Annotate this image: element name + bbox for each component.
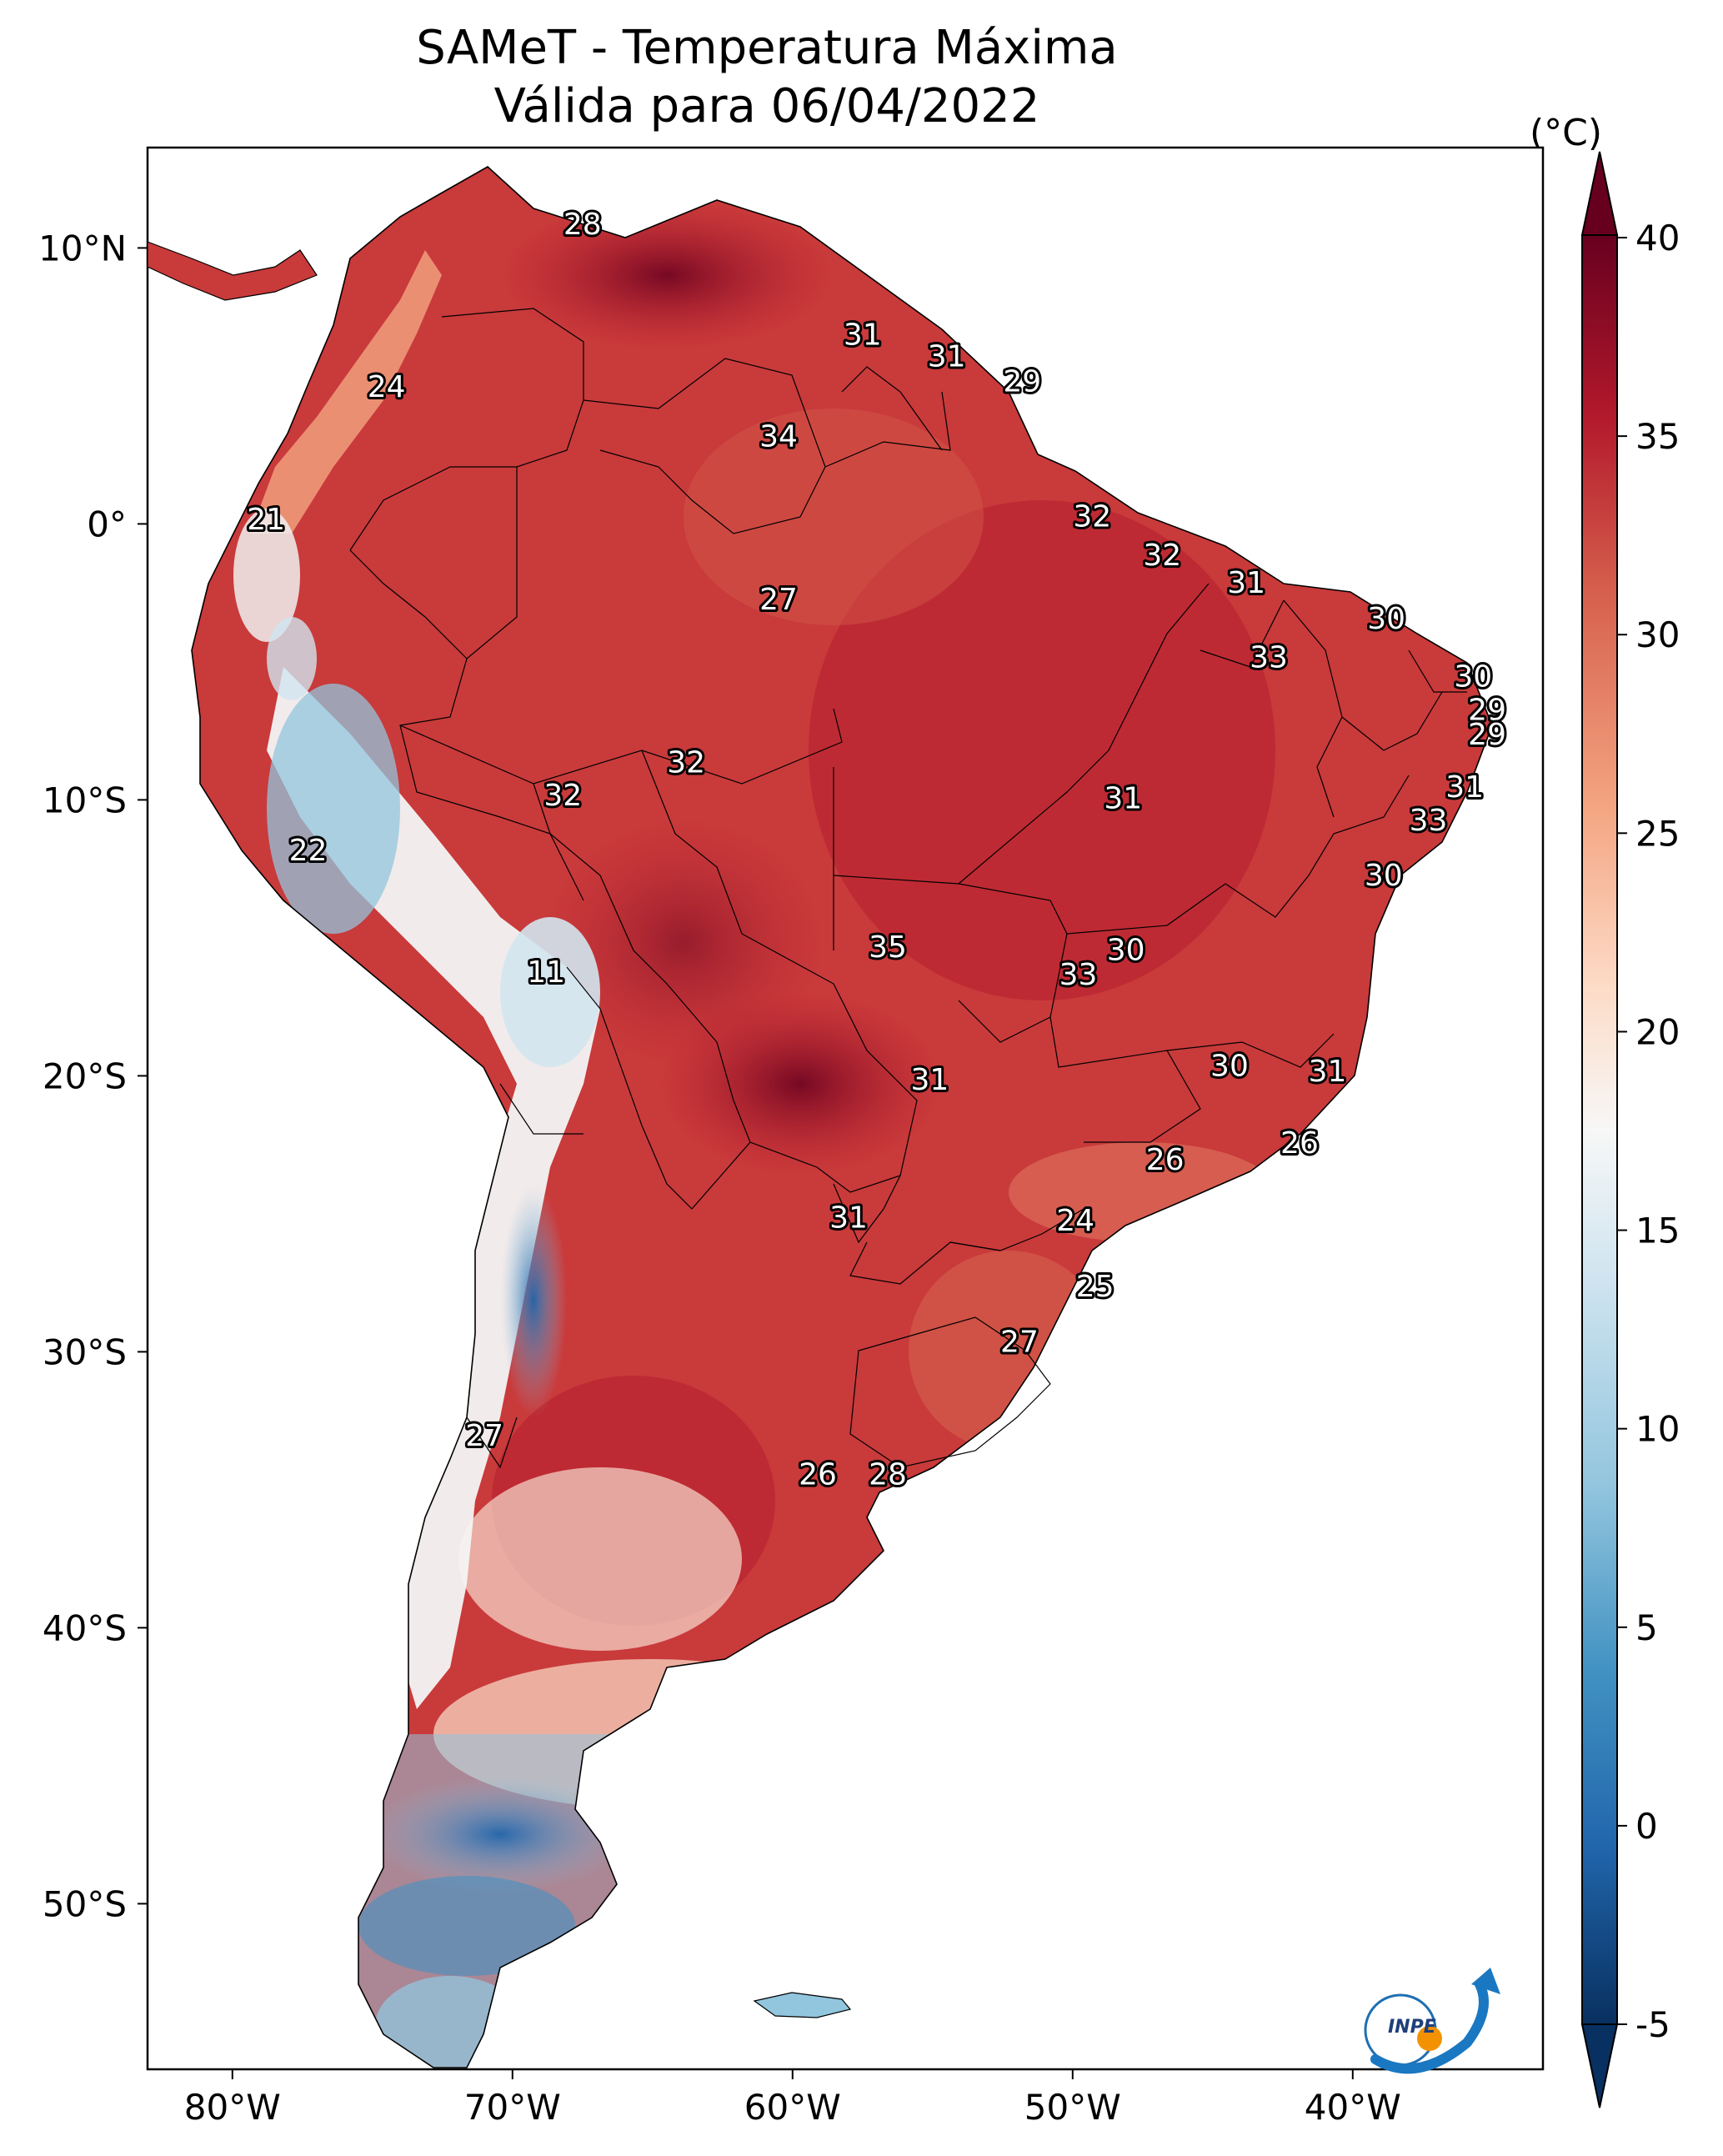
temperature-value-label: 30 <box>1367 602 1405 636</box>
temperature-value-label: 29 <box>1468 718 1506 752</box>
temperature-value-label: 21 <box>247 503 285 537</box>
colorbar-tick-label: -5 <box>1635 2004 1670 2045</box>
colorbar-tick-label: 10 <box>1635 1409 1680 1450</box>
colorbar-min-extend <box>1580 2023 1619 2108</box>
temperature-value-label: 22 <box>289 834 328 868</box>
temperature-value-label: 24 <box>368 370 406 404</box>
temperature-value-label: 26 <box>1280 1126 1319 1161</box>
colorbar-tick-label: 40 <box>1635 218 1680 258</box>
temperature-value-label: 29 <box>1003 365 1041 399</box>
temperature-value-label: 27 <box>465 1419 503 1453</box>
colorbar-tick-label: 5 <box>1635 1607 1658 1648</box>
temperature-value-label: 31 <box>1104 781 1142 815</box>
lat-axis-label: 10°S <box>43 780 127 820</box>
temperature-value-label: 31 <box>928 340 966 374</box>
lon-axis-label: 50°W <box>1024 2087 1121 2128</box>
lat-axis-label: 50°S <box>43 1883 127 1924</box>
temperature-value-label: 33 <box>1410 804 1448 838</box>
temperature-value-label: 30 <box>1107 933 1145 967</box>
temperature-value-label: 34 <box>759 420 798 454</box>
temperature-value-label: 30 <box>1454 660 1492 694</box>
temperature-value-label: 32 <box>1143 539 1181 573</box>
colorbar-tick-label: 0 <box>1635 1806 1658 1847</box>
temperature-value-label: 33 <box>1250 641 1288 675</box>
lat-axis-label: 10°N <box>38 228 127 268</box>
temperature-value-label: 29 <box>1468 693 1506 727</box>
lon-axis-label: 80°W <box>184 2087 281 2128</box>
map-subtitle: Válida para 06/04/2022 <box>493 79 1040 133</box>
temperature-value-label: 30 <box>1365 859 1403 893</box>
temperature-value-label: 25 <box>1076 1270 1114 1304</box>
colorbar-tick-label: 25 <box>1635 813 1680 854</box>
temperature-value-label: 28 <box>869 1457 907 1492</box>
temperature-value-label: 32 <box>1073 500 1111 534</box>
temperature-value-label: 31 <box>829 1201 868 1235</box>
inpe-logo: INPE <box>1364 1968 1500 2074</box>
colorbar-max-extend <box>1580 151 1619 236</box>
temperature-value-label: 30 <box>1210 1049 1249 1083</box>
lat-axis-label: 30°S <box>43 1331 127 1372</box>
temperature-value-label: 31 <box>1309 1055 1347 1089</box>
temperature-value-label: 31 <box>844 318 882 352</box>
temperature-value-label: 31 <box>1227 566 1265 600</box>
temperature-value-label: 26 <box>799 1457 837 1492</box>
temperature-value-label: 24 <box>1056 1204 1094 1238</box>
lat-axis-label: 0° <box>87 504 127 544</box>
temperature-value-label: 27 <box>759 583 798 617</box>
temperature-value-label: 26 <box>1146 1143 1185 1177</box>
lat-axis-label: 20°S <box>43 1055 127 1096</box>
temperature-value-label: 31 <box>911 1063 949 1097</box>
temperature-value-label: 32 <box>667 745 705 780</box>
falkland-islands <box>753 1992 852 2018</box>
temperature-value-label: 33 <box>1059 958 1098 992</box>
temperature-value-label: 31 <box>1445 770 1484 805</box>
lon-axis-label: 70°W <box>464 2087 561 2128</box>
colorbar: 40 35 30 25 20 15 10 5 0 -5 <box>1580 151 1680 2108</box>
country-borders <box>349 308 1467 1469</box>
central-america <box>147 241 318 301</box>
continent-outline <box>191 166 1493 2068</box>
lat-axis-label: 40°S <box>43 1607 127 1648</box>
colorbar-tick-label: 35 <box>1635 416 1680 457</box>
inpe-logo-text: INPE <box>1388 2017 1436 2038</box>
temperature-value-label: 27 <box>1000 1325 1039 1359</box>
temperature-value-label: 35 <box>869 930 907 965</box>
colorbar-tick-label: 30 <box>1635 614 1680 655</box>
colorbar-tick-label: 15 <box>1635 1211 1680 1251</box>
map-title: SAMeT - Temperatura Máxima <box>416 21 1118 75</box>
lon-axis-label: 60°W <box>744 2087 841 2128</box>
colorbar-tick-label: 20 <box>1635 1011 1680 1052</box>
temperature-value-label: 11 <box>527 955 565 990</box>
lon-axis-label: 40°W <box>1305 2087 1401 2128</box>
temperature-value-label: 32 <box>543 779 582 813</box>
temperature-value-label: 28 <box>563 208 602 242</box>
